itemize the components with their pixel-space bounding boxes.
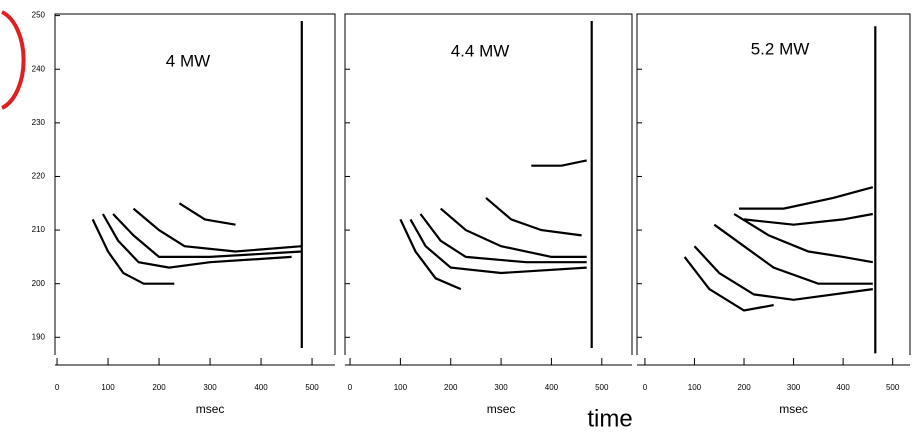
- x-tick-label: 500: [305, 383, 319, 392]
- trace: [178, 202, 236, 226]
- y-tick-label: 230: [32, 118, 46, 127]
- x-tick-label: 300: [203, 383, 217, 392]
- trace: [419, 213, 587, 264]
- x-tick-label: 200: [444, 383, 458, 392]
- trace: [399, 218, 462, 291]
- x-tick-label: 300: [494, 383, 508, 392]
- x-tick-label: 100: [688, 383, 702, 392]
- trace: [713, 223, 873, 285]
- x-tick-label: 200: [152, 383, 166, 392]
- plot-frame: [636, 13, 911, 355]
- trace: [743, 212, 873, 226]
- x-tick-label: 200: [737, 383, 751, 392]
- plot-frame: [54, 13, 336, 355]
- trace: [91, 218, 175, 285]
- x-tick-label: 400: [836, 383, 850, 392]
- x-axis-label: msec: [779, 402, 808, 416]
- trace: [132, 207, 302, 253]
- trace: [739, 186, 874, 210]
- x-tick-label: 500: [595, 383, 609, 392]
- x-tick-label: 300: [787, 383, 801, 392]
- highlight-circle: [1, 10, 26, 110]
- trace: [439, 207, 587, 258]
- x-tick-label: 500: [886, 383, 900, 392]
- trace: [409, 218, 587, 275]
- y-tick-label: 200: [32, 279, 46, 288]
- x-tick-label: 100: [394, 383, 408, 392]
- x-tick-label: 0: [348, 383, 353, 392]
- x-tick-label: 100: [101, 383, 115, 392]
- y-tick-label: 220: [32, 172, 46, 181]
- trace: [531, 159, 587, 167]
- trace: [733, 213, 873, 264]
- x-axis-label: msec: [487, 402, 516, 416]
- panel-annotation: 4 MW: [166, 51, 210, 70]
- y-tick-label: 210: [32, 225, 46, 234]
- x-tick-label: 400: [254, 383, 268, 392]
- caption: time: [587, 405, 632, 432]
- x-axis-label: msec: [196, 402, 225, 416]
- plot-frame: [344, 13, 633, 355]
- panel-annotation: 5.2 MW: [751, 39, 810, 58]
- panel-annotation: 4.4 MW: [451, 41, 510, 60]
- x-tick-label: 0: [643, 383, 648, 392]
- trace: [683, 256, 774, 312]
- trace: [101, 213, 292, 269]
- trace: [112, 213, 302, 258]
- y-tick-label: 250: [32, 11, 46, 20]
- x-tick-label: 0: [55, 383, 60, 392]
- y-tick-label: 240: [32, 64, 46, 73]
- trace: [693, 245, 873, 301]
- x-tick-label: 400: [545, 383, 559, 392]
- trace: [485, 197, 582, 237]
- y-tick-label: 190: [32, 332, 46, 341]
